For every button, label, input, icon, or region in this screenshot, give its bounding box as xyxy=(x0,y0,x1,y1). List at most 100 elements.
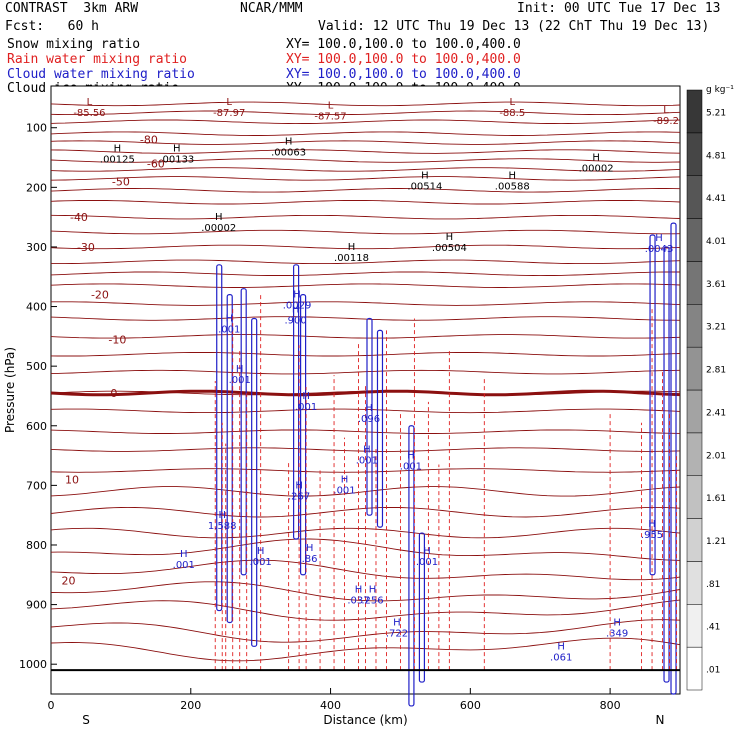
high-marker: H xyxy=(423,546,431,557)
colorbar-label: .81 xyxy=(706,580,720,590)
x-tick-label: 0 xyxy=(48,699,55,712)
high-marker: H xyxy=(613,617,621,628)
extremum-value-label: .00118 xyxy=(334,253,369,264)
isotherm-label: -80 xyxy=(140,134,158,147)
isotherm-line xyxy=(50,119,681,125)
colorbar-label: 2.81 xyxy=(706,366,726,376)
high-marker: H xyxy=(114,144,122,155)
colorbar-label: 2.41 xyxy=(706,408,726,418)
colorbar-segment xyxy=(686,304,703,348)
south-end-label: S xyxy=(82,713,90,727)
extremum-value-label: -89.2 xyxy=(653,116,679,127)
colorbar-segment xyxy=(686,132,703,176)
extremum-value-label: .00002 xyxy=(201,223,236,234)
cloud-water-contour xyxy=(293,264,300,540)
y-tick-label: 400 xyxy=(26,301,47,314)
forecast-hour: Fcst: 60 h xyxy=(5,19,99,34)
cloud-water-contour xyxy=(670,222,677,695)
source-label: NCAR/MMM xyxy=(240,1,303,16)
isotherm-line xyxy=(50,158,681,163)
colorbar-label: 5.21 xyxy=(706,108,726,118)
colorbar-segment xyxy=(686,561,703,605)
low-marker: L xyxy=(226,97,232,108)
y-tick-label: 800 xyxy=(26,539,47,552)
extremum-value-label: .00504 xyxy=(432,243,467,254)
high-marker: H xyxy=(236,364,244,375)
extremum-value-label: .722 xyxy=(386,628,408,639)
y-tick-label: 300 xyxy=(26,241,47,254)
isotherm-line xyxy=(50,140,681,145)
extremum-value-label: .00514 xyxy=(407,181,442,192)
high-marker: H xyxy=(363,445,371,456)
isotherm-line xyxy=(50,229,681,235)
extremum-value-label: .0043 xyxy=(645,244,674,255)
extremum-value-label: .096 xyxy=(358,414,380,425)
model-title: CONTRAST 3km ARW xyxy=(5,1,139,16)
extremum-value-label: .955 xyxy=(641,530,663,541)
high-marker: H xyxy=(285,136,293,147)
extremum-value-label: .001 xyxy=(333,485,355,496)
cloud-water-contour xyxy=(649,234,656,576)
cloud-water-contour xyxy=(408,425,415,707)
extremum-value-label: .00125 xyxy=(100,155,135,166)
high-marker: H xyxy=(295,480,303,491)
high-marker: H xyxy=(421,170,429,181)
x-axis-label: Distance (km) xyxy=(323,713,407,727)
extremum-value-label: .86 xyxy=(302,554,318,565)
high-marker: H xyxy=(557,641,565,652)
high-marker: H xyxy=(180,549,188,560)
low-marker: L xyxy=(663,105,669,116)
isotherm-line xyxy=(50,351,681,357)
colorbar-label: .01 xyxy=(706,666,720,676)
extremum-value-label: .001 xyxy=(229,375,251,386)
colorbar-segment xyxy=(686,475,703,519)
x-tick-label: 400 xyxy=(320,699,341,712)
x-tick-label: 200 xyxy=(180,699,201,712)
extremum-value-label: 1.588 xyxy=(208,521,237,532)
field-xy-snow: XY= 100.0,100.0 to 100.0,400.0 xyxy=(286,37,521,52)
high-marker: H xyxy=(292,305,300,316)
isotherm-line xyxy=(50,214,681,220)
colorbar-unit: g kg⁻¹ xyxy=(706,85,734,95)
cloud-water-contour xyxy=(240,288,247,576)
high-marker: H xyxy=(648,519,656,530)
cloud-water-contour xyxy=(376,329,384,528)
extremum-value-label: .001 xyxy=(218,324,240,335)
isotherm-line xyxy=(50,334,681,339)
colorbar-label: 4.81 xyxy=(706,151,726,161)
isotherm-line xyxy=(51,301,681,306)
high-marker: H xyxy=(407,451,415,462)
extremum-value-label: -87.97 xyxy=(213,108,245,119)
high-marker: H xyxy=(215,212,223,223)
y-tick-label: 500 xyxy=(26,360,47,373)
isotherm-line xyxy=(50,559,681,581)
high-marker: H xyxy=(293,290,301,301)
extremum-value-label: .00063 xyxy=(271,147,306,158)
isotherm-label: 20 xyxy=(61,575,75,588)
low-marker: L xyxy=(509,97,515,108)
high-marker: H xyxy=(355,585,363,596)
extremum-value-label: .001 xyxy=(416,557,438,568)
extremum-value-label: .001 xyxy=(295,402,317,413)
cloud-water-contour xyxy=(226,294,233,624)
isotherm-line xyxy=(50,176,681,181)
colorbar-label: 3.21 xyxy=(706,323,726,333)
cloud-water-contour xyxy=(663,246,670,683)
isotherm-line xyxy=(50,538,681,561)
colorbar-segment xyxy=(686,89,703,134)
high-marker: H xyxy=(592,153,600,164)
colorbar-segment xyxy=(686,261,703,305)
y-tick-label: 1000 xyxy=(19,658,47,671)
extremum-value-label: .061 xyxy=(550,652,572,663)
isotherm-line xyxy=(50,101,681,107)
isotherm-label: -60 xyxy=(147,157,165,170)
extremum-value-label: .349 xyxy=(606,628,628,639)
isotherm-line xyxy=(50,316,681,321)
extremum-value-label: -85.56 xyxy=(73,108,105,119)
y-axis-label: Pressure (hPa) xyxy=(3,347,17,433)
high-marker: H xyxy=(225,313,233,324)
isotherm-line xyxy=(50,149,681,154)
field-xy-rain: XY= 100.0,100.0 to 100.0,400.0 xyxy=(286,52,521,67)
high-marker: H xyxy=(218,510,226,521)
